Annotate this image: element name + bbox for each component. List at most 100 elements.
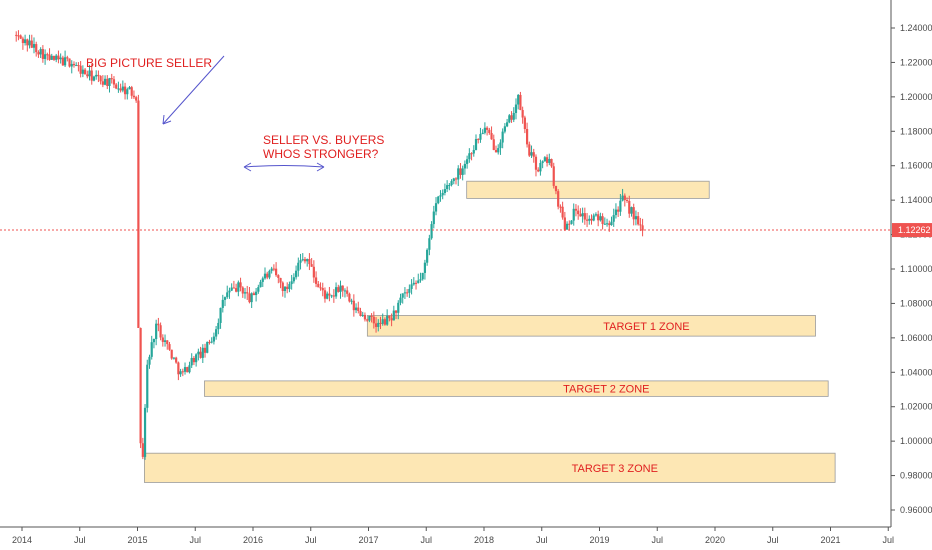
y-tick-label: 1.20000 (900, 92, 932, 102)
candle-body (181, 371, 184, 373)
candle-body (219, 307, 222, 323)
candle-body (306, 259, 309, 262)
candle-body (246, 292, 249, 294)
candle-body (577, 210, 580, 215)
candle-body (579, 214, 582, 217)
candle-body (492, 139, 495, 150)
candle-body (326, 293, 329, 299)
candle-body (108, 78, 111, 86)
candle-body (137, 100, 140, 328)
candle-body (583, 213, 586, 220)
candle-body (537, 169, 540, 172)
candles-layer (15, 30, 644, 460)
candle-body (523, 117, 526, 130)
candle-body (275, 268, 278, 276)
x-tick-label: 2016 (243, 535, 263, 545)
candle-body (44, 54, 47, 59)
candle-body (28, 40, 31, 46)
candle-body (374, 323, 378, 327)
x-tick-label: 2020 (705, 535, 725, 545)
candle-body (632, 207, 635, 220)
candle-body (48, 54, 51, 60)
candle-body (197, 351, 200, 355)
candle-body (166, 340, 169, 345)
candle-body (72, 63, 76, 66)
candle-body (483, 127, 486, 133)
candle-body (328, 293, 331, 296)
y-axis: 0.96000 0.98000 1.00000 1.02000 1.04000 1.060… (891, 23, 932, 515)
x-tick-label: Jul (767, 535, 779, 545)
candle-body (237, 282, 240, 292)
candle-body (106, 78, 109, 86)
candle-body (408, 288, 411, 293)
y-tick-label: 1.14000 (900, 195, 932, 205)
candle-body (312, 266, 315, 278)
candle-body (448, 184, 451, 186)
candle-body (363, 314, 367, 320)
candle-body (199, 351, 202, 358)
target-zone-label: TARGET 3 ZONE (572, 463, 658, 475)
y-tick-label: 1.16000 (900, 161, 932, 171)
candle-body (499, 142, 502, 149)
candle-body (594, 214, 598, 216)
candle-body (41, 49, 44, 59)
candle-body (612, 215, 615, 222)
target-zone-label: TARGET 1 ZONE (603, 321, 689, 333)
candle-body (217, 322, 220, 330)
candle-body (359, 310, 362, 316)
candle-body (641, 225, 644, 231)
candle-body (226, 292, 229, 298)
candle-body (97, 74, 100, 77)
candle-body (637, 216, 640, 225)
candle-body (441, 192, 444, 196)
candle-body (26, 39, 29, 46)
candle-body (332, 295, 335, 297)
x-tick-label: 2021 (820, 535, 840, 545)
candle-body (565, 223, 569, 230)
x-tick-label: Jul (420, 535, 432, 545)
candle-body (330, 295, 333, 297)
candle-body (130, 87, 133, 96)
double-arrow-head-right (316, 162, 325, 172)
candle-body (266, 273, 269, 278)
candle-body (437, 196, 440, 204)
candle-body (172, 357, 176, 359)
candle-body (32, 44, 36, 48)
candle-body (188, 365, 191, 373)
candle-body (235, 288, 238, 292)
candle-body (317, 283, 320, 288)
candle-body (192, 357, 196, 363)
candle-body (37, 52, 40, 55)
candle-body (394, 310, 398, 313)
candle-body (24, 39, 27, 44)
candle-body (155, 323, 158, 340)
x-tick-label: 2018 (474, 535, 494, 545)
candle-body (510, 115, 513, 120)
candle-body (243, 292, 247, 294)
candle-body (161, 337, 164, 342)
candle-body (472, 149, 475, 154)
candle-body (628, 200, 631, 214)
candle-body (541, 161, 544, 164)
candle-body (17, 35, 20, 37)
x-tick-label: Jul (882, 535, 894, 545)
candle-body (392, 310, 395, 321)
candle-body (177, 362, 180, 375)
candle-body (30, 40, 33, 48)
annotations-layer: BIG PICTURE SELLER SELLER VS. BUYERSWHOS … (86, 55, 384, 172)
candle-body (470, 153, 473, 155)
candle-body (292, 277, 295, 282)
candle-body (503, 126, 506, 132)
candle-body (466, 159, 469, 164)
annotation-arrow-head (162, 114, 172, 125)
y-tick-label: 1.18000 (900, 126, 932, 136)
candle-body (446, 185, 449, 190)
candle-body (401, 293, 404, 298)
candle-body (230, 287, 233, 291)
annotation-seller-vs-buyers: SELLER VS. BUYERS (263, 133, 384, 147)
x-tick-label: Jul (305, 535, 317, 545)
x-tick-label: 2014 (12, 535, 32, 545)
candle-body (83, 69, 87, 75)
candle-body (223, 297, 227, 300)
